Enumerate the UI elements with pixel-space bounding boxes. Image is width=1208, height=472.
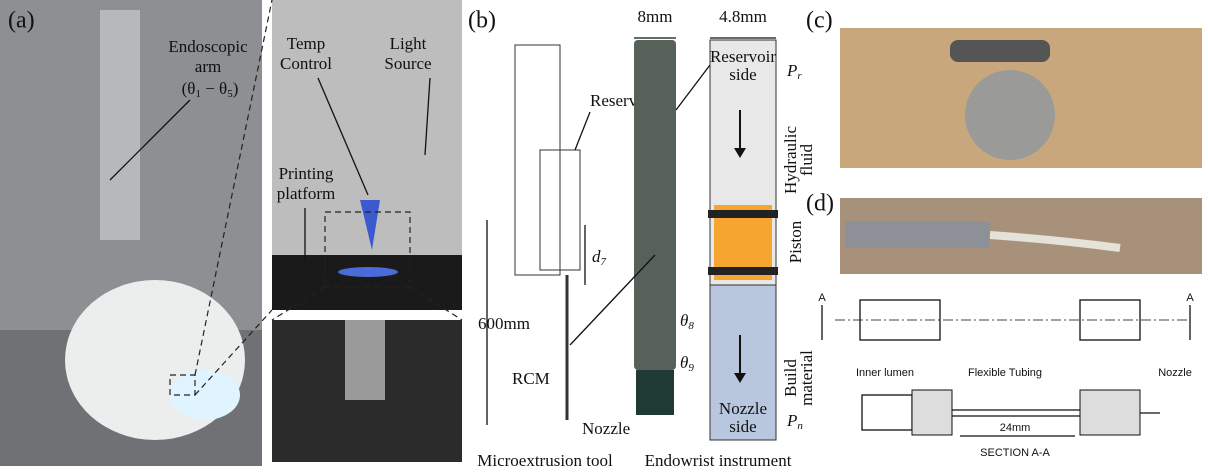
label: Build <box>781 359 800 397</box>
label: Hydraulic <box>781 126 800 194</box>
label: A <box>818 292 826 304</box>
zoom-line <box>194 309 273 396</box>
photo-quarter <box>965 70 1055 160</box>
label: 4.8mm <box>719 7 767 26</box>
leader <box>569 254 656 346</box>
label: Nozzle <box>719 399 767 418</box>
photo-light <box>170 370 240 420</box>
drawing-tool <box>539 149 581 271</box>
photo-glow <box>338 267 398 277</box>
caption: Microextrusion tool <box>477 451 613 470</box>
label: Reservoir <box>710 47 776 66</box>
label: Piston <box>786 220 805 263</box>
caption: Endowrist instrument <box>645 451 792 470</box>
photo-instrument <box>634 40 676 370</box>
photo-arm <box>100 10 140 240</box>
text-part: (θ <box>182 79 196 98</box>
photo-platform <box>272 255 462 310</box>
leader <box>317 77 369 196</box>
label: Temp <box>287 34 325 53</box>
label: side <box>729 417 756 436</box>
label: side <box>729 65 756 84</box>
cad-part <box>859 299 941 341</box>
schematic-build <box>709 284 777 441</box>
zoom-line <box>271 286 326 321</box>
label: Control <box>280 54 332 73</box>
text-part: θ <box>680 353 688 372</box>
text-part: 5 <box>227 88 233 100</box>
label: θ8 <box>680 311 694 332</box>
photo-tubing <box>989 231 1121 252</box>
text-part: P <box>786 411 797 430</box>
photo-part <box>950 40 1050 62</box>
photo-nozzle <box>345 320 385 400</box>
label: SECTION A-A <box>980 447 1050 459</box>
label: Endoscopic <box>168 37 248 56</box>
text-part: 9 <box>688 362 694 374</box>
leader <box>675 64 711 111</box>
text-part: n <box>797 420 803 432</box>
text-part: − θ <box>201 79 227 98</box>
panel-label: (c) <box>806 8 833 34</box>
label: Printing <box>279 164 334 183</box>
panel-label: (d) <box>806 191 834 217</box>
piston-ring <box>708 210 778 218</box>
zoom-box <box>324 211 411 288</box>
text-part: 1 <box>195 88 201 100</box>
label: Inner lumen <box>856 367 914 379</box>
panel-label: (b) <box>468 8 496 34</box>
arrow-head <box>734 148 746 158</box>
leader <box>424 77 431 156</box>
label: d7 <box>592 247 607 268</box>
photo-wrist <box>636 370 674 415</box>
label: Light <box>390 34 427 53</box>
cad-part <box>1079 299 1141 341</box>
text-part: ) <box>233 79 239 98</box>
leader <box>574 111 591 151</box>
label: platform <box>277 184 336 203</box>
piston-ring <box>708 267 778 275</box>
text-part: 8 <box>688 320 694 332</box>
label: material <box>797 350 816 406</box>
label: 24mm <box>1000 422 1031 434</box>
cad-section <box>1079 389 1141 436</box>
label: fluid <box>797 143 816 176</box>
label: Pr <box>786 61 802 82</box>
zoom-line <box>409 286 463 321</box>
label: RCM <box>512 369 550 388</box>
photo-tube <box>845 222 990 248</box>
label: 8mm <box>638 7 673 26</box>
zoom-line <box>194 0 273 376</box>
leader <box>109 99 191 181</box>
zoom-box-small <box>169 374 196 396</box>
cad-section <box>861 394 913 431</box>
label: A <box>1186 292 1194 304</box>
text-part: θ <box>680 311 688 330</box>
text-part: r <box>797 70 802 82</box>
text-part: d <box>592 247 601 266</box>
label: 600mm <box>478 314 530 333</box>
label: arm <box>195 57 221 76</box>
text-part: 7 <box>601 256 607 268</box>
label: (θ1 − θ5) <box>182 79 239 100</box>
panel-label: (a) <box>8 8 35 34</box>
label: Pn <box>786 411 803 432</box>
label: Nozzle <box>1158 367 1192 379</box>
label: θ9 <box>680 353 694 374</box>
cad-section <box>911 389 953 436</box>
label: Source <box>384 54 431 73</box>
arrow-head <box>734 373 746 383</box>
drawing-tool <box>514 44 561 276</box>
text-part: P <box>786 61 797 80</box>
label: Flexible Tubing <box>968 367 1042 379</box>
label: Nozzle <box>582 419 630 438</box>
